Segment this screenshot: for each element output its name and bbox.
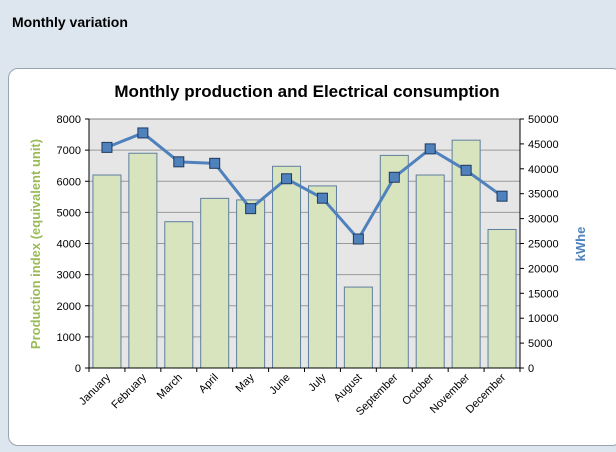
x-tick-label: April — [197, 372, 221, 396]
kwhe-point-january — [101, 141, 113, 153]
kwhe-point-august — [352, 233, 364, 245]
kwhe-point-october — [424, 143, 436, 155]
kwhe-point-september — [388, 171, 400, 183]
y-tick-label-left: 2000 — [57, 301, 81, 313]
y-tick-label-right: 10000 — [528, 313, 559, 325]
bar-july — [307, 185, 337, 369]
bar-april — [200, 197, 230, 369]
x-tick-label: October — [400, 371, 436, 407]
y-tick-label-right: 35000 — [528, 189, 559, 201]
bar-january — [92, 174, 122, 369]
y-tick-label-left: 8000 — [57, 114, 81, 126]
x-tick-label: June — [267, 372, 292, 397]
y-axis-label-right: kWhe — [573, 227, 588, 262]
gridlines — [89, 149, 520, 338]
y-tick-label-right: 20000 — [528, 263, 559, 275]
y-tick-label-left: 3000 — [57, 270, 81, 282]
kwhe-point-may — [245, 203, 257, 215]
kwhe-line — [106, 131, 503, 241]
bar-march — [164, 221, 194, 369]
y-tick-label-right: 40000 — [528, 164, 559, 176]
y-tick-label-right: 30000 — [528, 214, 559, 226]
kwhe-point-march — [173, 156, 185, 168]
kwhe-point-november — [460, 164, 472, 176]
bar-september — [379, 154, 409, 369]
kwhe-point-april — [209, 157, 221, 169]
kwhe-point-december — [496, 190, 508, 202]
bar-june — [272, 165, 302, 369]
line-series — [101, 127, 508, 245]
x-tick-label: December — [464, 371, 509, 416]
bar-october — [415, 174, 445, 369]
x-tick-label: March — [155, 372, 185, 402]
y-tick-label-right: 45000 — [528, 139, 559, 151]
axes — [85, 118, 524, 372]
x-tick-label: May — [234, 371, 258, 395]
y-tick-label-right: 5000 — [528, 338, 552, 350]
bar-series — [92, 139, 517, 369]
kwhe-point-july — [316, 192, 328, 204]
x-tick-label: January — [77, 371, 114, 408]
kwhe-point-february — [137, 127, 149, 139]
combo-chart: Monthly production and Electrical consum… — [28, 82, 588, 418]
y-tick-label-left: 1000 — [57, 332, 81, 344]
x-tick-label: August — [332, 372, 365, 405]
y-tick-label-right: 0 — [528, 363, 534, 375]
x-tick-label: July — [306, 371, 329, 394]
bar-february — [128, 152, 158, 369]
kwhe-point-june — [281, 173, 293, 185]
y-tick-label-left: 0 — [75, 363, 81, 375]
y-tick-label-right: 25000 — [528, 239, 559, 251]
chart-title: Monthly production and Electrical consum… — [114, 82, 499, 101]
bar-december — [487, 228, 517, 369]
y-tick-label-left: 7000 — [57, 145, 81, 157]
section-header: Monthly variation — [12, 14, 128, 30]
bar-may — [236, 199, 266, 369]
chart-panel: Monthly production and Electrical consum… — [8, 68, 616, 446]
y-tick-label-left: 6000 — [57, 176, 81, 188]
y-tick-label-left: 5000 — [57, 207, 81, 219]
y-tick-label-right: 50000 — [528, 114, 559, 126]
y-tick-label-left: 4000 — [57, 239, 81, 251]
y-axis-label-left: Production index (equivalent unit) — [28, 139, 43, 349]
y-tick-label-right: 15000 — [528, 288, 559, 300]
bar-august — [343, 286, 373, 369]
x-tick-label: February — [109, 371, 149, 411]
